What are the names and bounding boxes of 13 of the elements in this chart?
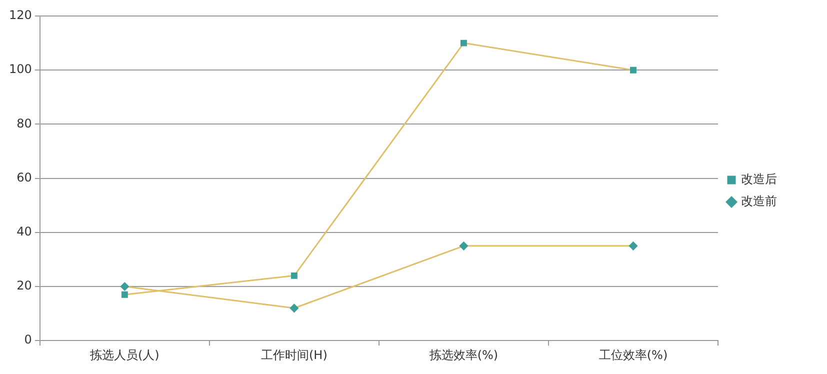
legend-label: 改造前	[741, 194, 777, 208]
y-tick-label: 20	[16, 278, 32, 293]
y-tick-label: 40	[16, 224, 32, 239]
legend-label: 改造后	[741, 172, 777, 186]
y-tick-label: 0	[24, 332, 32, 347]
x-tick-label: 拣选效率(%)	[428, 348, 498, 362]
x-tick-label: 拣选人员(人)	[88, 348, 160, 362]
x-tick-label: 工位效率(%)	[598, 348, 668, 362]
y-tick-label: 60	[16, 170, 32, 184]
x-tick-label: 工作时间(H)	[260, 348, 328, 362]
y-tick-label: 120	[9, 8, 32, 22]
y-tick-label: 80	[16, 116, 32, 130]
y-tick-label: 100	[9, 62, 32, 76]
